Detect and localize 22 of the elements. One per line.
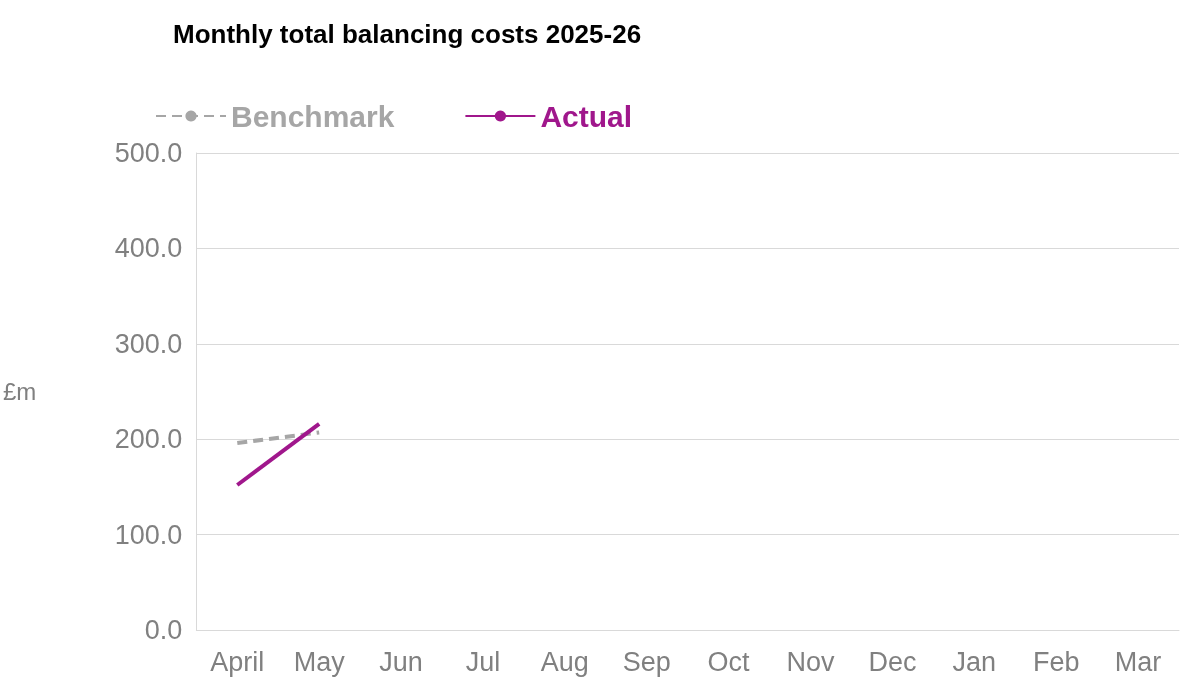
x-tick-label: Dec xyxy=(868,646,917,677)
x-tick-label: Nov xyxy=(786,646,836,677)
chart-title: Monthly total balancing costs 2025-26 xyxy=(173,19,642,49)
y-tick-label: 100.0 xyxy=(114,519,183,550)
x-tick-label: Mar xyxy=(1114,646,1162,677)
x-tick-label: April xyxy=(210,646,265,677)
y-tick-label: 200.0 xyxy=(114,424,183,455)
x-tick-label: Jan xyxy=(952,646,997,677)
legend-label: Actual xyxy=(540,99,633,133)
x-tick-label: May xyxy=(293,646,346,677)
y-tick-label: 400.0 xyxy=(114,233,183,264)
x-tick-label: Sep xyxy=(622,646,671,677)
y-axis-title: £m xyxy=(3,378,37,405)
x-tick-label: Jun xyxy=(379,646,423,677)
y-tick-label: 0.0 xyxy=(144,615,183,645)
legend-label: Benchmark xyxy=(231,99,395,133)
y-tick-label: 300.0 xyxy=(114,328,183,359)
x-tick-label: Feb xyxy=(1032,646,1080,677)
x-tick-label: Aug xyxy=(540,646,589,677)
x-tick-label: Oct xyxy=(707,646,751,677)
x-tick-label: Jul xyxy=(465,646,501,677)
y-tick-label: 500.0 xyxy=(114,138,183,168)
